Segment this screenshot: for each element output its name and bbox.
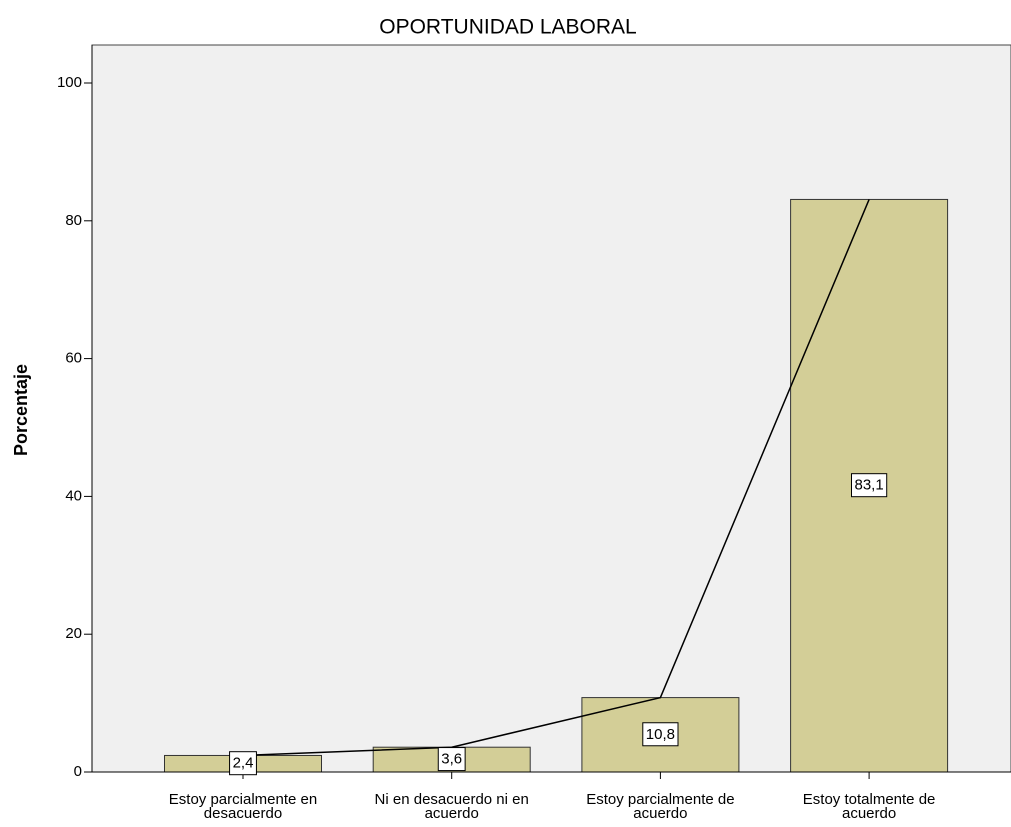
chart-title: OPORTUNIDAD LABORAL (379, 16, 637, 39)
x-tick-label: Estoy totalmente de acuerdo (803, 791, 936, 822)
value-label-box (850, 473, 888, 498)
value-label-box (437, 747, 466, 772)
value-label: 2,4 (233, 755, 254, 772)
value-label: 83,1 (854, 477, 883, 494)
x-tick-label: Estoy parcialmente de acuerdo (586, 791, 734, 822)
y-tick-label: 20 (65, 625, 82, 642)
value-label-box (642, 722, 679, 747)
value-label: 3,6 (441, 751, 462, 768)
y-tick-label: 100 (57, 74, 82, 91)
y-tick-label: 80 (65, 212, 82, 229)
y-tick-label: 40 (65, 487, 82, 504)
value-label: 10,8 (646, 726, 675, 743)
y-tick-label: 60 (65, 350, 82, 367)
y-axis-label: Porcentaje (11, 364, 31, 456)
value-label-box (229, 751, 257, 776)
x-tick-label: Estoy parcialmente en desacuerdo (169, 791, 317, 822)
x-tick-label: Ni en desacuerdo ni en acuerdo (375, 791, 529, 822)
y-tick-label: 0 (74, 763, 82, 780)
trend-line (242, 199, 870, 757)
